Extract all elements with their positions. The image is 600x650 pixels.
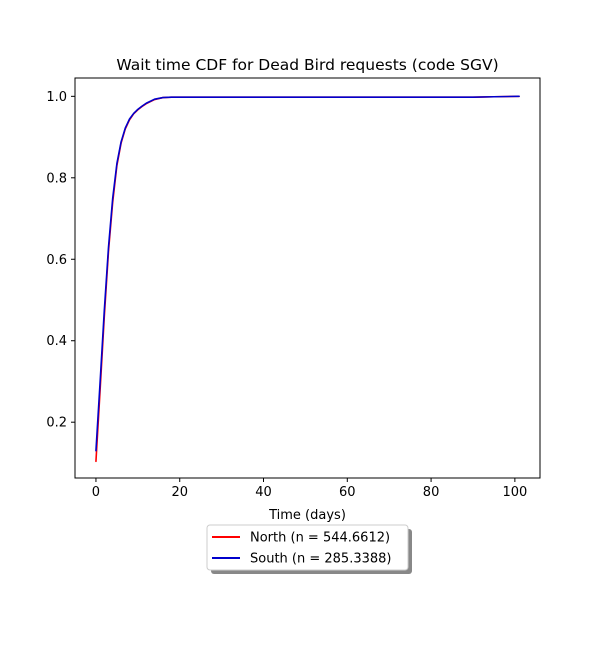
x-tick-label: 100	[502, 485, 527, 500]
series-line-1	[95, 95, 520, 452]
x-tick-label: 60	[339, 485, 356, 500]
x-tick-label: 20	[171, 485, 188, 500]
x-axis-label: Time (days)	[268, 508, 346, 523]
plot-area	[74, 77, 541, 479]
y-tick-label: 0.8	[46, 171, 67, 186]
y-tick-label: 0.2	[46, 416, 67, 431]
y-tick-label: 0.6	[46, 253, 67, 268]
chart-title: Wait time CDF for Dead Bird requests (co…	[116, 56, 498, 74]
legend: North (n = 544.6612) South (n = 285.3388…	[206, 524, 412, 574]
y-axis: 0.2 0.4 0.6 0.8 1.0	[46, 90, 75, 431]
series-lines	[95, 95, 520, 463]
y-tick-label: 1.0	[46, 90, 67, 105]
legend-label-south: South (n = 285.3388)	[250, 552, 391, 567]
y-tick-label: 0.4	[46, 334, 67, 349]
x-tick-label: 80	[423, 485, 440, 500]
legend-box	[206, 524, 409, 571]
legend-label-north: North (n = 544.6612)	[250, 531, 390, 546]
x-tick-label: 40	[255, 485, 272, 500]
x-tick-label: 0	[92, 485, 100, 500]
x-axis: 0 20 40 60 80 100	[92, 478, 527, 500]
